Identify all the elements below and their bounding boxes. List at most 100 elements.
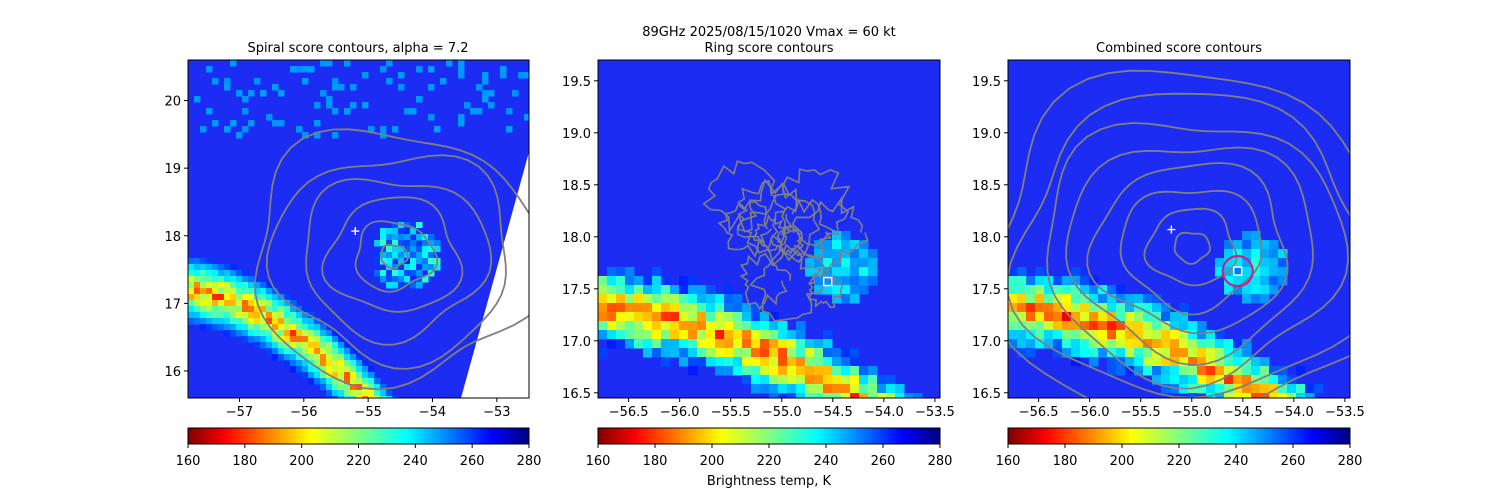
heatmap-cell — [733, 312, 743, 322]
heatmap-cell — [344, 378, 351, 385]
heatmap-cell — [224, 330, 231, 337]
heatmap-cell — [368, 366, 375, 373]
heatmap-cell — [464, 102, 471, 109]
heatmap-cell — [392, 240, 399, 247]
y-tick-label: 19.5 — [562, 75, 591, 90]
heatmap-cell — [607, 312, 617, 322]
heatmap-cell — [1107, 339, 1117, 349]
heatmap-cell — [338, 390, 345, 397]
heatmap-cell — [1116, 366, 1126, 376]
heatmap-cell — [248, 330, 255, 337]
heatmap-cell — [272, 324, 279, 331]
heatmap-cell — [260, 90, 267, 97]
heatmap-cell — [260, 330, 267, 337]
heatmap-cell — [814, 366, 824, 376]
y-tick-label: 17.0 — [972, 335, 1001, 350]
heatmap-cell — [1098, 348, 1108, 358]
heatmap-cell — [374, 390, 381, 397]
heatmap-cell — [787, 393, 797, 398]
heatmap-cell — [652, 348, 662, 358]
x-tick-label: −56.0 — [660, 405, 700, 420]
heatmap-cell — [751, 303, 761, 313]
heatmap-cell — [688, 366, 698, 376]
heatmap-cell — [1080, 348, 1090, 358]
heatmap-cell — [1215, 258, 1225, 268]
heatmap-cell — [616, 321, 626, 331]
heatmap-cell — [1044, 339, 1054, 349]
heatmap-cell — [206, 282, 213, 289]
heatmap-cell — [314, 324, 321, 331]
heatmap-cell — [805, 366, 815, 376]
panel-spiral: Spiral score contours, alpha = 7.2 −57 −5… — [164, 41, 541, 469]
heatmap-cell — [616, 294, 626, 304]
heatmap-cell — [416, 246, 423, 253]
heatmap-cell — [194, 312, 201, 319]
heatmap-cell — [272, 84, 279, 91]
heatmap-cell — [634, 321, 644, 331]
heatmap-cell — [422, 246, 429, 253]
heatmap-cell — [272, 354, 279, 361]
heatmap-cell — [194, 96, 201, 103]
heatmap-cell — [742, 330, 752, 340]
x-tick-label: −55.5 — [1121, 405, 1161, 420]
heatmap-cell — [643, 348, 653, 358]
heatmap-cell — [518, 72, 525, 79]
heatmap-cell — [598, 285, 608, 295]
heatmap-cell — [706, 348, 716, 358]
heatmap-cell — [302, 306, 309, 313]
heatmap-cell — [254, 306, 261, 313]
heatmap-cell — [278, 300, 285, 307]
colorbar-tick-label: 260 — [460, 454, 485, 469]
contour-line — [791, 195, 869, 274]
heatmap-cell — [1053, 339, 1063, 349]
contours-combined — [1008, 69, 1350, 398]
heatmap-cell — [308, 378, 315, 385]
heatmap-cell — [188, 282, 195, 289]
heatmap-cell — [796, 366, 806, 376]
heatmap-cell — [1269, 384, 1279, 394]
heatmap-cell — [1242, 339, 1252, 349]
heatmap-cell — [598, 312, 608, 322]
heatmap-cell — [1080, 303, 1090, 313]
heatmap-cell — [1053, 330, 1063, 340]
heatmap-cell — [398, 252, 405, 259]
heatmap-cell — [344, 384, 351, 391]
heatmap-cell — [679, 312, 689, 322]
heatmap-cell — [362, 372, 369, 379]
heatmap-cell — [380, 270, 387, 277]
heatmap-cell — [841, 240, 851, 250]
heatmap-cell — [724, 303, 734, 313]
heatmap-cell — [392, 222, 399, 229]
heatmap-cell — [841, 357, 851, 367]
heatmap-cell — [724, 366, 734, 376]
heatmap-cell — [1098, 339, 1108, 349]
heatmap-cell — [1170, 321, 1180, 331]
heatmap-cell — [1278, 375, 1288, 385]
heatmap-cell — [598, 330, 608, 340]
heatmap-cell — [1278, 276, 1288, 286]
heatmap-cell — [356, 378, 363, 385]
heatmap-cell — [1152, 375, 1162, 385]
heatmap-cell — [326, 360, 333, 367]
heatmap-cell — [386, 390, 393, 397]
heatmap-cell — [679, 321, 689, 331]
heatmap-cell — [416, 264, 423, 271]
heatmap-cell — [1215, 393, 1225, 398]
heatmap-cell — [1224, 276, 1234, 286]
heatmap-cell — [188, 288, 195, 295]
heatmap-cell — [634, 330, 644, 340]
heatmap-cell — [308, 330, 315, 337]
heatmap-cell — [1062, 339, 1072, 349]
heatmap-cell — [1179, 312, 1189, 322]
heatmap-cell — [392, 396, 399, 398]
heatmap-cell — [284, 348, 291, 355]
heatmap-cell — [1242, 240, 1252, 250]
heatmap-cell — [598, 303, 608, 313]
heatmap-cell — [356, 354, 363, 361]
heatmap-cell — [850, 393, 860, 398]
heatmap-cell — [302, 312, 309, 319]
heatmap-cell — [1008, 321, 1018, 331]
contour-line — [739, 252, 792, 311]
heatmap-cell — [290, 66, 297, 73]
heatmap-cell — [206, 264, 213, 271]
